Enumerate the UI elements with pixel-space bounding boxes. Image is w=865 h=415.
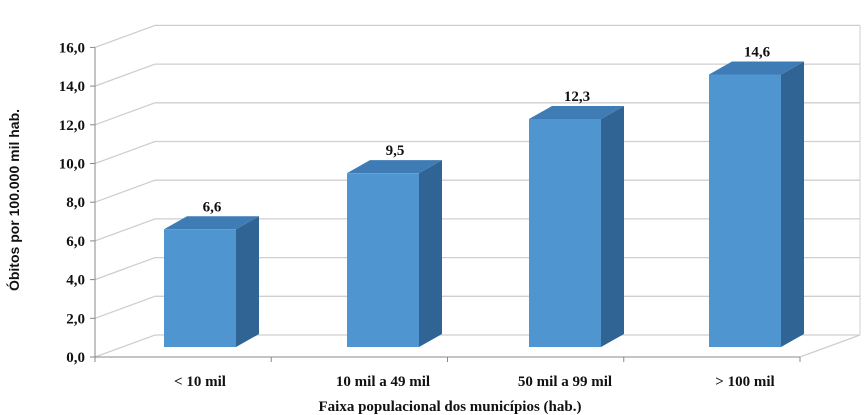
data-label: 14,6 (744, 44, 771, 60)
y-tick-label: 4,0 (66, 273, 85, 289)
bar-front-face (709, 74, 781, 348)
x-tick-label: 10 mil a 49 mil (336, 374, 430, 390)
grid-line (94, 63, 860, 87)
y-axis-title: Óbitos por 100.000 mil hab. (5, 109, 22, 291)
bar-side-face (781, 61, 804, 348)
grid-lines (94, 24, 861, 358)
x-tick-label: > 100 mil (715, 374, 774, 390)
y-tick-label: 10,0 (59, 157, 85, 173)
grid-line (94, 334, 860, 358)
x-axis-title: Faixa populacional dos municípios (hab.) (319, 399, 582, 415)
grid-line (94, 256, 860, 281)
bar-top-face (709, 61, 804, 75)
y-tick-label: 6,0 (66, 234, 85, 250)
y-tick-label: 2,0 (66, 311, 85, 327)
bar-side-face (601, 105, 624, 348)
grid-line (94, 24, 860, 49)
x-tick-label: 50 mil a 99 mil (518, 374, 612, 390)
bar (164, 216, 259, 347)
bar-front-face (529, 118, 601, 348)
y-tick-label: 0,0 (66, 350, 85, 366)
grid-line (94, 295, 860, 319)
bar-front-face (164, 229, 236, 347)
x-axis: < 10 mil 10 mil a 49 mil 50 mil a 99 mil > … (94, 356, 801, 390)
x-tick-label: < 10 mil (174, 374, 226, 390)
bar-front-face (347, 173, 419, 347)
y-tick-label: 12,0 (59, 118, 85, 134)
y-tick-label: 16,0 (59, 40, 85, 56)
floor-edge (799, 334, 861, 358)
y-tick-label: 8,0 (66, 195, 85, 211)
bar (529, 105, 624, 348)
grid-line (94, 179, 860, 203)
grid-line (94, 218, 860, 242)
bar-top-face (164, 216, 259, 230)
data-label: 12,3 (564, 89, 590, 105)
bar-top-face (347, 160, 442, 174)
y-tick-label: 14,0 (59, 79, 85, 95)
bar-side-face (419, 160, 442, 347)
y-axis: 0,0 2,0 4,0 6,0 8,0 10,0 12,0 14,0 16,0 (59, 40, 96, 366)
bar (347, 160, 442, 347)
bar (709, 61, 804, 348)
bar-top-face (529, 105, 624, 119)
grid-line (94, 140, 860, 165)
bars-group (164, 61, 804, 348)
data-labels-group: 6,6 9,5 12,3 14,6 (203, 44, 771, 215)
bar-side-face (236, 216, 259, 347)
grid-line (94, 102, 860, 126)
data-label: 9,5 (386, 143, 405, 159)
data-label: 6,6 (203, 199, 222, 215)
